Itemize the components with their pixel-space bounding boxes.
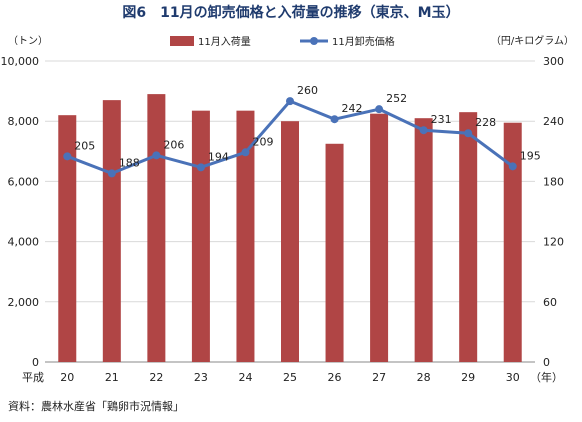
x-tick-label: 28	[417, 371, 431, 384]
line-point	[508, 162, 517, 171]
bar	[414, 118, 433, 362]
bar	[58, 115, 77, 363]
x-tick-label: 25	[283, 371, 297, 384]
x-axis-unit: （年）	[530, 370, 563, 384]
x-tick-label: 29	[461, 371, 475, 384]
data-label: 228	[475, 116, 496, 129]
line-point	[419, 126, 428, 135]
data-label: 209	[252, 135, 273, 148]
x-tick-label: 21	[105, 371, 119, 384]
bar	[191, 110, 210, 362]
y-left-tick-label: 4,000	[8, 236, 40, 249]
y-right-tick-label: 60	[543, 296, 557, 309]
legend: 11月入荷量 11月卸売価格	[170, 35, 395, 48]
line-point	[152, 151, 161, 160]
y-left-tick-label: 0	[32, 356, 39, 369]
line-point	[63, 152, 72, 161]
y-axis-left-unit: （トン）	[8, 35, 48, 47]
bar	[325, 143, 344, 362]
chart-title: 図6 11月の卸売価格と入荷量の推移（東京、M玉）	[122, 4, 459, 21]
bar	[281, 121, 299, 362]
bar-series	[58, 94, 522, 363]
y-axis-right-unit: （円/キログラム）	[491, 34, 574, 47]
y-left-tick-label: 10,000	[1, 55, 40, 68]
line-point	[286, 97, 294, 106]
x-tick-label: 26	[328, 371, 342, 384]
x-tick-label: 20	[60, 371, 74, 384]
legend-label-line: 11月卸売価格	[332, 35, 395, 48]
legend-label-bar: 11月入荷量	[198, 36, 251, 48]
y-right-tick-label: 120	[543, 236, 564, 249]
data-label: 260	[297, 84, 318, 97]
data-label: 205	[74, 139, 95, 152]
line-point	[464, 129, 473, 138]
line-series: 205 188 206 194 209 260 242 252 231 228 195	[63, 84, 541, 178]
x-tick-label: 27	[372, 371, 386, 384]
line-point	[330, 115, 339, 124]
x-tick-label: 22	[149, 371, 163, 384]
y-right-tick-label: 0	[543, 356, 550, 369]
bar	[102, 100, 121, 362]
x-tick-label: 24	[238, 371, 252, 384]
x-axis-prefix: 平成	[22, 371, 44, 384]
line-point	[107, 169, 116, 178]
x-tick-label: 30	[506, 371, 520, 384]
data-label: 242	[342, 102, 363, 115]
bar	[236, 110, 255, 362]
bar	[503, 122, 522, 362]
bar	[459, 112, 478, 362]
y-right-tick-label: 180	[543, 175, 564, 188]
y-left-tick-label: 6,000	[8, 175, 40, 188]
bar	[147, 94, 166, 363]
data-label: 206	[163, 138, 184, 151]
data-label: 188	[119, 156, 140, 169]
axes: 0 0 2,000 60 4,000 120 6,000 180 8,000 240 10,000 3…	[1, 55, 565, 384]
data-label: 194	[208, 150, 229, 163]
y-right-tick-label: 240	[543, 115, 564, 128]
line-point	[196, 163, 205, 172]
data-label: 231	[431, 113, 452, 126]
x-tick-label: 23	[194, 371, 208, 384]
data-label: 195	[520, 149, 541, 162]
line-point	[241, 148, 250, 157]
source-note: 資料：農林水産省「鶏卵市況情報」	[8, 399, 184, 413]
legend-marker-line	[310, 37, 318, 45]
bar	[370, 113, 389, 362]
line-point	[375, 105, 384, 114]
y-right-tick-label: 300	[543, 55, 564, 68]
y-left-tick-label: 8,000	[8, 115, 40, 128]
data-label: 252	[386, 92, 407, 105]
legend-swatch-bar	[170, 36, 194, 46]
y-left-tick-label: 2,000	[8, 296, 40, 309]
